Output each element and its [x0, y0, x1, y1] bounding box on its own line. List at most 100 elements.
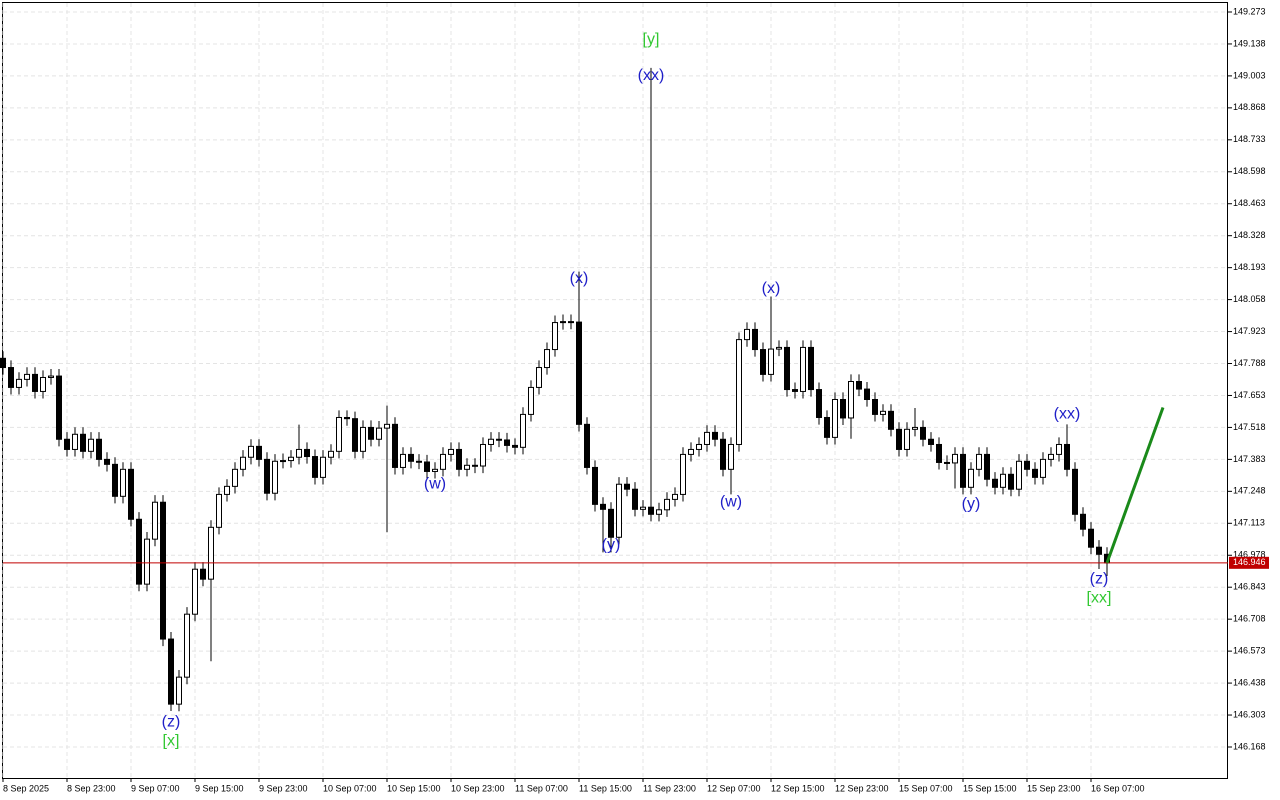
candle-body [296, 448, 302, 458]
candle-body [904, 428, 910, 450]
candle-body [952, 453, 958, 464]
candle-body [440, 453, 446, 470]
candle-body [24, 373, 30, 380]
candle-body [824, 416, 830, 438]
candle-body [392, 423, 398, 468]
current-price-label: 146.946 [1233, 557, 1266, 567]
wave-label: [xx] [1087, 590, 1112, 607]
y-tick-label: 148.733 [1233, 134, 1266, 144]
candle-body [192, 568, 198, 615]
x-tick-label: 11 Sep 07:00 [515, 783, 568, 793]
candle-body [16, 378, 22, 388]
candle-body [304, 448, 310, 458]
candle-body [520, 413, 526, 448]
candle-body [40, 376, 46, 392]
candle-body [104, 458, 110, 465]
candle-body [536, 367, 542, 388]
candle-body [936, 443, 942, 463]
candle-body [544, 349, 550, 369]
candle-body [864, 388, 870, 400]
candle-body [552, 322, 558, 351]
candle-body [216, 493, 222, 528]
wave-label: (y) [602, 537, 621, 554]
candle-body [1048, 453, 1054, 460]
y-tick-label: 146.978 [1233, 550, 1266, 560]
candle-body [400, 453, 406, 468]
candle-body [496, 438, 502, 441]
candle-body [48, 375, 54, 378]
candle-body [1088, 528, 1094, 548]
candle-body [336, 416, 342, 452]
candle-body [560, 321, 566, 324]
x-tick-label: 15 Sep 15:00 [963, 783, 1017, 793]
candle-body [608, 508, 614, 538]
candle-body [696, 443, 702, 450]
candle-body [280, 460, 286, 463]
candle-body [480, 443, 486, 467]
wave-label: (xx) [638, 67, 665, 84]
y-tick-label: 146.843 [1233, 582, 1266, 592]
candle-body [896, 428, 902, 450]
candle-body [616, 483, 622, 538]
candle-body [632, 488, 638, 510]
candle-body [688, 448, 694, 455]
y-tick-label: 148.193 [1233, 262, 1266, 272]
y-tick-label: 148.328 [1233, 230, 1266, 240]
candle-body [1056, 443, 1062, 455]
marks: [y] (xx) (x) (w) (y) (x) (w) (y) (xx) (z) [xx] (z) [… [0, 31, 1228, 749]
candle-body [1096, 546, 1102, 555]
candle-body [592, 466, 598, 505]
candle-body [120, 468, 126, 497]
candle-body [976, 453, 982, 470]
candle-body [240, 456, 246, 470]
candle-body [1024, 460, 1030, 470]
candle-body [168, 638, 174, 705]
y-tick-label: 148.868 [1233, 102, 1266, 112]
candle-body [248, 445, 254, 458]
candle-body [432, 468, 438, 472]
candle-body [344, 416, 350, 420]
candle-body [848, 381, 854, 419]
candle-body [232, 468, 238, 487]
candle-body [0, 357, 6, 369]
x-tick-label: 10 Sep 07:00 [323, 783, 377, 793]
y-tick-label: 147.788 [1233, 358, 1266, 368]
candle-body [1016, 460, 1022, 490]
candle-body [408, 453, 414, 462]
candle-body [80, 433, 86, 452]
x-tick-label: 15 Sep 23:00 [1027, 783, 1081, 793]
candle-body [88, 438, 94, 452]
wave-label: (w) [424, 476, 446, 493]
candle-body [504, 439, 510, 446]
candle-body [784, 346, 790, 391]
candle-body [488, 438, 494, 445]
candle-body [144, 538, 150, 585]
candle-body [448, 448, 454, 455]
x-tick-label: 9 Sep 07:00 [131, 783, 180, 793]
wave-label: [y] [643, 31, 660, 48]
y-tick-label: 148.058 [1233, 294, 1266, 304]
candle-body [568, 321, 574, 324]
candle-body [624, 483, 630, 490]
y-tick-label: 146.303 [1233, 709, 1266, 719]
candle-body [152, 501, 158, 540]
candle-body [352, 418, 358, 452]
candle-body [1000, 473, 1006, 488]
candle-body [424, 461, 430, 472]
candle-body [648, 506, 654, 515]
y-tick-label: 146.438 [1233, 677, 1266, 687]
candle-body [464, 464, 470, 470]
candle-body [792, 389, 798, 392]
x-tick-label: 10 Sep 23:00 [451, 783, 505, 793]
candle-body [808, 346, 814, 391]
candle-body [720, 438, 726, 470]
candle-body [672, 493, 678, 500]
candle-body [56, 375, 62, 440]
wave-label: (y) [962, 496, 981, 513]
y-tick-label: 146.708 [1233, 614, 1266, 624]
candle-body [376, 427, 382, 440]
current-price-tag [1229, 556, 1269, 569]
y-tick-label: 148.463 [1233, 198, 1266, 208]
candle-body [704, 431, 710, 445]
